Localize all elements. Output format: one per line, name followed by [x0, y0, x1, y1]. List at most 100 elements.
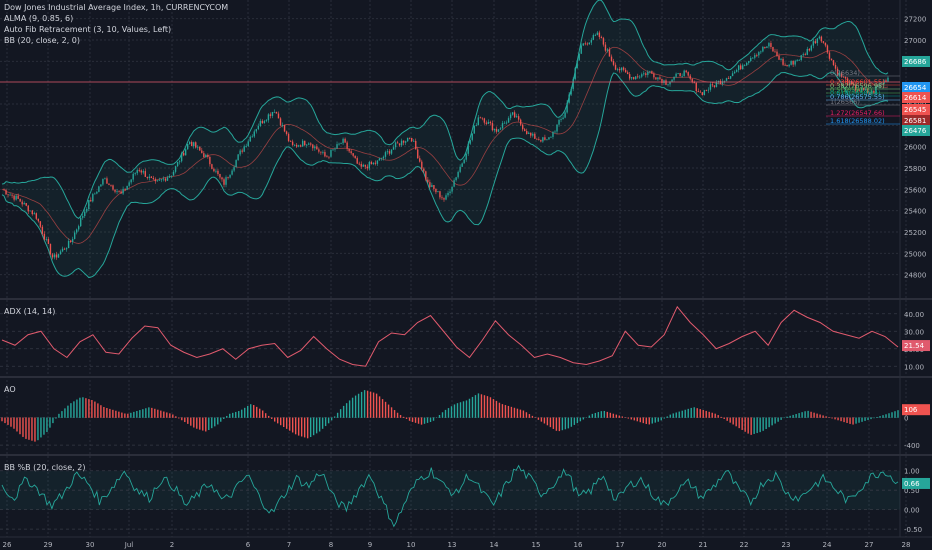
candle-body	[215, 170, 217, 172]
ao-bar	[828, 417, 830, 418]
candle-body	[598, 32, 601, 37]
candle-body	[489, 121, 492, 124]
candle-body	[524, 129, 526, 132]
candle-body	[370, 161, 373, 165]
candle-body	[289, 140, 292, 142]
candle-body	[96, 191, 98, 194]
candle-body	[798, 60, 800, 61]
candle-body	[421, 161, 423, 169]
ao-bar	[780, 417, 782, 420]
ao-bar	[843, 417, 845, 423]
ao-bar	[861, 417, 863, 422]
candle-body	[11, 194, 13, 196]
candle-body	[322, 152, 324, 153]
ao-bar	[639, 417, 641, 423]
symbol-title[interactable]: Dow Jones Industrial Average Index, 1h, …	[4, 3, 229, 12]
ao-bar	[654, 417, 656, 423]
candle-body	[699, 91, 702, 93]
candle-body	[437, 191, 439, 193]
indicator-fib-label[interactable]: Auto Fib Retracement (3, 10, Values, Lef…	[4, 25, 172, 34]
candle-body	[741, 65, 744, 69]
indicator-alma-label[interactable]: ALMA (9, 0.85, 6)	[4, 14, 74, 23]
indicator-bb-label[interactable]: BB (20, close, 2, 0)	[4, 36, 80, 45]
ao-bar	[327, 417, 330, 424]
ao-value-label: 106	[904, 406, 918, 414]
candle-body	[766, 46, 768, 48]
ao-bar	[552, 417, 555, 429]
candle-body	[752, 57, 754, 59]
ao-bar	[891, 412, 893, 418]
ao-bar	[555, 417, 558, 431]
candle-body	[616, 68, 619, 70]
candle-body	[281, 125, 284, 126]
candle-body	[188, 141, 191, 145]
ao-bar	[558, 417, 561, 432]
candle-body	[410, 137, 413, 142]
candle-body	[364, 164, 366, 167]
candle-body	[425, 171, 427, 180]
candle-body	[542, 137, 544, 142]
ao-bar	[651, 417, 653, 424]
candle-body	[647, 71, 649, 75]
ao-bar	[315, 417, 318, 434]
ao-bar	[67, 405, 69, 418]
candle-body	[499, 128, 502, 130]
ao-bar	[792, 414, 794, 418]
time-tick-label: 27	[865, 541, 874, 549]
bbb-value-label: 0.66	[904, 480, 920, 488]
candle-body	[160, 179, 163, 181]
ao-bar	[714, 413, 716, 418]
bbb-pane-label[interactable]: BB %B (20, close, 2)	[4, 463, 86, 472]
candle-body	[461, 163, 463, 167]
candle-body	[326, 156, 328, 158]
ao-pane-label[interactable]: AO	[4, 385, 16, 394]
ao-bar	[564, 417, 567, 430]
ao-bar	[381, 399, 384, 418]
candle-body	[237, 154, 239, 161]
candle-body	[402, 140, 405, 143]
candle-body	[879, 84, 881, 87]
bbb-tick-label: 0.50	[904, 487, 920, 495]
ao-bar	[633, 417, 635, 421]
ao-bar	[369, 391, 372, 418]
ao-bar	[309, 417, 312, 438]
candle-body	[808, 48, 810, 51]
candle-body	[733, 71, 736, 74]
candle-body	[550, 136, 552, 138]
candle-body	[400, 140, 403, 146]
ao-bar	[894, 411, 896, 418]
ao-bar	[190, 417, 192, 426]
candle-body	[154, 179, 157, 182]
candle-body	[810, 45, 813, 51]
candle-body	[396, 142, 399, 144]
time-tick-label: 2	[170, 541, 174, 549]
candle-body	[275, 111, 278, 114]
ao-bar	[798, 413, 800, 418]
ao-bar	[516, 408, 519, 418]
ao-bar	[696, 408, 698, 418]
candle-body	[711, 84, 714, 86]
candle-body	[630, 77, 633, 79]
ao-bar	[312, 417, 315, 436]
ao-bar	[250, 404, 252, 418]
ao-bar	[681, 410, 683, 418]
candle-body	[23, 203, 25, 205]
candle-body	[671, 79, 673, 82]
candle-body	[291, 141, 294, 145]
ao-bar	[630, 417, 632, 420]
candle-body	[102, 179, 104, 185]
candle-body	[651, 71, 653, 74]
ao-bar	[756, 417, 758, 434]
adx-pane-label[interactable]: ADX (14, 14)	[4, 307, 56, 316]
ao-bar	[438, 414, 441, 418]
candle-body	[848, 81, 851, 85]
price-tick-label: 25600	[904, 186, 926, 194]
ao-bar	[885, 414, 887, 418]
candle-body	[19, 198, 21, 202]
ao-bar	[507, 405, 510, 418]
candle-body	[574, 68, 576, 80]
ao-bar	[133, 411, 135, 418]
time-tick-label: 10	[407, 541, 416, 549]
candle-body	[217, 170, 219, 175]
